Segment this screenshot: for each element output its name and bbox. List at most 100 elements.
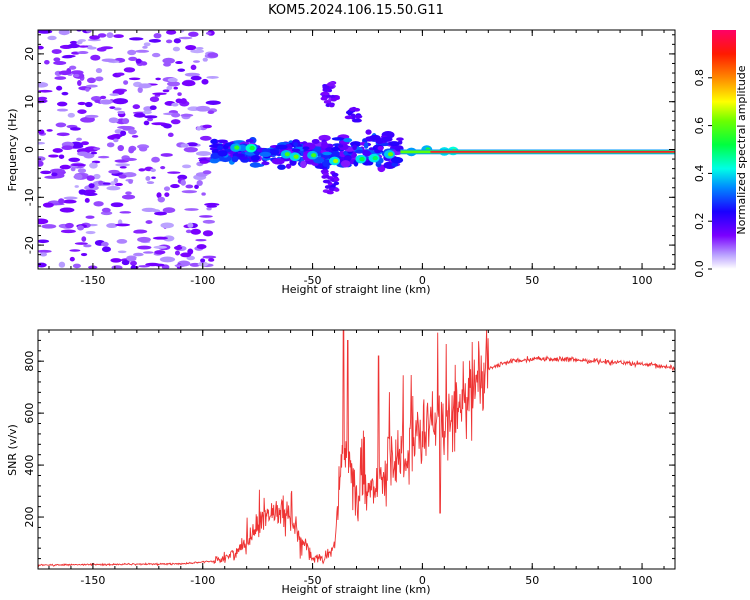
spectrogram-blob bbox=[84, 198, 90, 203]
spectrogram-blob bbox=[173, 38, 181, 44]
spectrogram-blob bbox=[196, 180, 203, 186]
spectrogram-blob bbox=[175, 61, 183, 65]
spectrogram-blob bbox=[128, 129, 137, 135]
spectrogram-blob bbox=[207, 110, 215, 114]
snr-x-axis-label: Height of straight line (km) bbox=[281, 583, 430, 596]
spectrogram-blob bbox=[354, 114, 363, 119]
spectrogram-blob bbox=[208, 258, 215, 262]
spectrogram-blob bbox=[199, 215, 213, 218]
spectrogram-blob bbox=[67, 43, 81, 49]
spectrogram-blob bbox=[89, 162, 98, 169]
spectrogram-blob bbox=[195, 238, 207, 242]
spectrogram-blob bbox=[196, 244, 207, 250]
spectrogram-blob bbox=[90, 54, 101, 61]
spectrogram-blob bbox=[100, 211, 113, 216]
spectrogram-blob bbox=[320, 96, 328, 101]
spectrogram-blob bbox=[58, 261, 66, 268]
spectrogram-blob bbox=[195, 151, 212, 157]
spectrogram-blob bbox=[143, 251, 154, 254]
spectrogram-blob bbox=[74, 185, 79, 188]
spectrogram-blob bbox=[217, 150, 228, 157]
spectrogram-blob bbox=[206, 76, 219, 79]
spectrogram-blob bbox=[110, 258, 122, 263]
spectrogram-blob bbox=[86, 175, 95, 181]
spectrogram-blob bbox=[190, 228, 202, 235]
spectrogram-blob bbox=[194, 184, 199, 189]
spectrogram-blob bbox=[201, 192, 206, 196]
spectrogram-blob bbox=[115, 223, 131, 227]
spectrogram-blob bbox=[145, 220, 153, 224]
spectrogram-blob bbox=[61, 91, 69, 96]
spectrogram-blob bbox=[180, 113, 194, 117]
colorbar-tick-label: 0.2 bbox=[693, 212, 706, 230]
colorbar: 0.0 0.2 0.4 0.6 0.8 Normalized spectral ampl… bbox=[693, 30, 748, 278]
spectrogram-blob bbox=[38, 89, 53, 93]
spectrogram-blob bbox=[173, 86, 178, 90]
spectrogram-blob bbox=[154, 263, 165, 267]
spectrogram-blob bbox=[153, 32, 162, 39]
spectrogram-blob bbox=[311, 153, 317, 158]
spectrogram-blob bbox=[106, 186, 121, 191]
spectrogram-blob bbox=[121, 194, 136, 200]
spectrogram-blob bbox=[311, 138, 320, 145]
spectrogram-blob bbox=[334, 177, 340, 182]
spectrogram-blob bbox=[95, 76, 104, 82]
spectrogram-blob bbox=[206, 207, 212, 211]
spectrogram-blob bbox=[167, 171, 181, 174]
spectrogram-blob bbox=[61, 55, 73, 59]
spectrogram-blob bbox=[293, 154, 299, 159]
spectrogram-blob bbox=[322, 159, 330, 167]
spectrogram-blob bbox=[332, 158, 339, 164]
spectrogram-blob bbox=[118, 174, 127, 179]
spectrogram-blob bbox=[333, 181, 340, 186]
colorbar-gradient bbox=[712, 30, 736, 269]
x-tick-label: -100 bbox=[190, 574, 215, 587]
spectrogram-blob bbox=[59, 207, 75, 213]
spectrogram-blob bbox=[160, 166, 166, 170]
spectrogram-blob bbox=[130, 265, 137, 269]
spectrogram-blob bbox=[101, 246, 111, 253]
spectrogram-blob bbox=[174, 264, 186, 268]
spectrogram-blob bbox=[363, 142, 369, 149]
spectrogram-blob bbox=[83, 189, 96, 194]
spectrogram-blob bbox=[207, 52, 219, 58]
spectrogram-blob bbox=[96, 47, 107, 52]
x-tick-label: 0 bbox=[419, 274, 426, 287]
spectrogram-blob bbox=[128, 56, 138, 62]
spectrogram-blob bbox=[122, 118, 130, 124]
spectrogram-blob bbox=[85, 87, 90, 92]
x-tick-label: 100 bbox=[632, 574, 653, 587]
spectrogram-blob bbox=[202, 219, 215, 224]
x-tick-label: -150 bbox=[80, 274, 105, 287]
spectrogram-blob bbox=[234, 153, 246, 158]
y-tick-label: 400 bbox=[23, 455, 36, 476]
spectrogram-blob bbox=[133, 113, 146, 118]
spectrogram-blob bbox=[90, 151, 98, 155]
spectrogram-blob bbox=[167, 132, 174, 137]
spectrogram-blob bbox=[184, 72, 200, 77]
spectrogram-blob bbox=[160, 222, 174, 229]
spectrogram-blob bbox=[53, 60, 67, 65]
colorbar-ticks: 0.0 0.2 0.4 0.6 0.8 bbox=[693, 69, 712, 278]
spectrogram-blob bbox=[163, 123, 172, 129]
spectrogram-blob bbox=[89, 35, 101, 40]
spectrogram-blob bbox=[117, 125, 132, 129]
spectrogram-blob bbox=[38, 160, 44, 167]
spectrogram-blob bbox=[56, 132, 70, 137]
spectrogram-blob bbox=[291, 148, 301, 153]
spectrogram-blob bbox=[285, 163, 292, 169]
spectrogram-blob bbox=[249, 145, 255, 151]
spectrogram-blob bbox=[134, 49, 150, 53]
spectrogram-blob bbox=[185, 44, 197, 51]
spectrogram-blob bbox=[73, 73, 80, 78]
spectrogram-blob bbox=[359, 156, 365, 162]
spectrogram-blob bbox=[48, 154, 59, 158]
spectrogram-blob bbox=[143, 42, 151, 47]
spectrogram-blob bbox=[137, 86, 143, 93]
spectrogram-x-axis-label: Height of straight line (km) bbox=[281, 283, 430, 296]
spectrogram-blob bbox=[149, 96, 160, 103]
spectrogram-blob bbox=[72, 263, 81, 269]
spectrogram-blob bbox=[142, 45, 148, 49]
spectrogram-blob bbox=[38, 45, 44, 50]
